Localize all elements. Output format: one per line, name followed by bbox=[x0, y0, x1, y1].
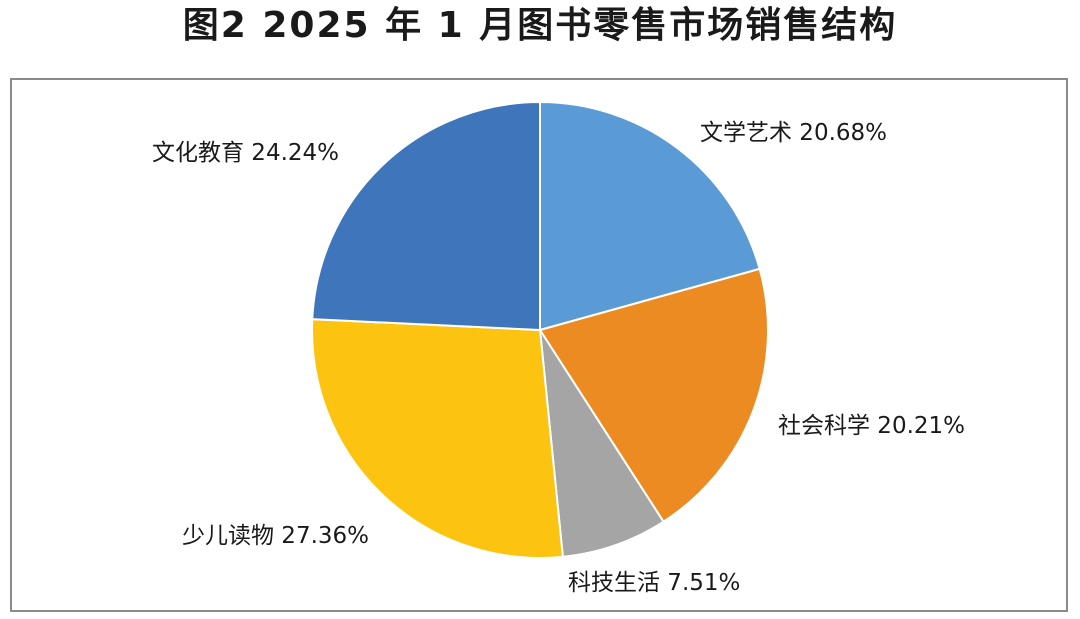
pie-labels: 文学艺术 20.68% 社会科学 20.21% 科技生活 7.51% 少儿读物 27.… bbox=[152, 120, 965, 596]
chart-title: 图2 2025 年 1 月图书零售市场销售结构 bbox=[182, 5, 898, 46]
pie-slice-3 bbox=[539, 329, 665, 558]
pie-slices bbox=[311, 100, 769, 559]
pie-slice-5 bbox=[311, 100, 541, 332]
pie-slice-4 bbox=[311, 318, 564, 559]
slice-label-5: 文化教育 24.24% bbox=[152, 140, 339, 166]
slice-label-1: 文学艺术 20.68% bbox=[700, 120, 887, 146]
chart-frame bbox=[10, 78, 1068, 612]
slice-label-3: 科技生活 7.51% bbox=[568, 570, 740, 596]
pie-slice-1 bbox=[539, 100, 761, 332]
slice-label-2: 社会科学 20.21% bbox=[778, 413, 965, 439]
slice-label-4: 少儿读物 27.36% bbox=[182, 523, 369, 549]
pie-slice-2 bbox=[538, 267, 769, 524]
